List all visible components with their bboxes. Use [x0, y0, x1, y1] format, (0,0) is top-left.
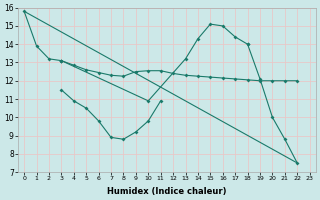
- X-axis label: Humidex (Indice chaleur): Humidex (Indice chaleur): [107, 187, 227, 196]
